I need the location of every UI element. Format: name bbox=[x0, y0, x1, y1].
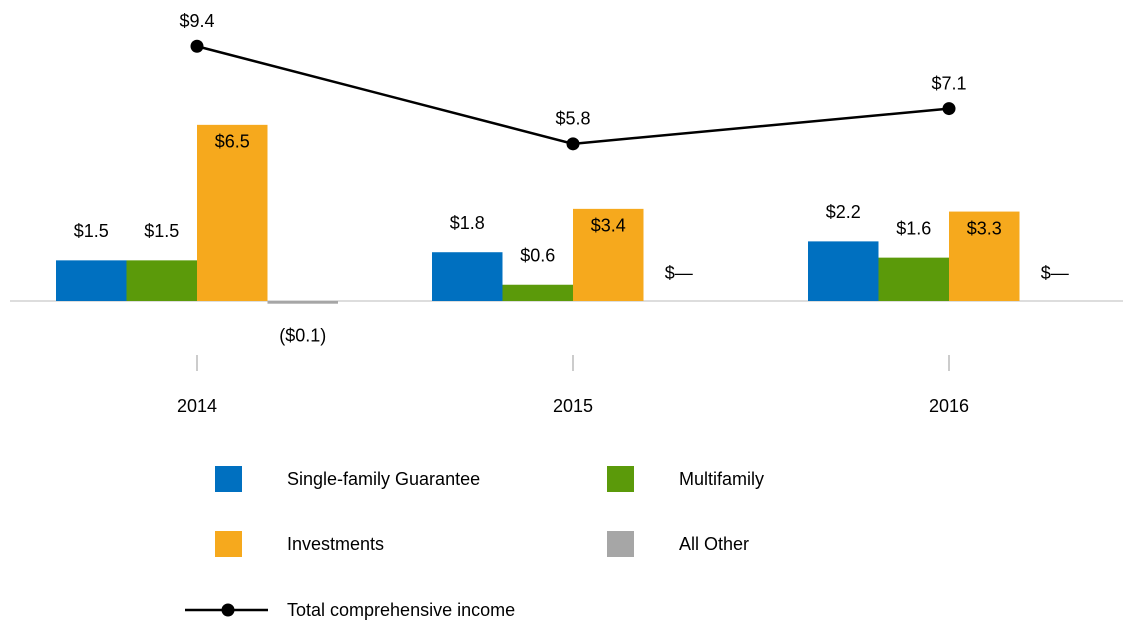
data-label: $7.1 bbox=[931, 73, 966, 93]
bar bbox=[878, 257, 949, 301]
line-point bbox=[566, 137, 580, 151]
x-tick-label: 2015 bbox=[553, 396, 593, 416]
data-label: $9.4 bbox=[179, 11, 214, 31]
legend-swatch bbox=[215, 531, 242, 557]
data-label: $6.5 bbox=[215, 132, 250, 152]
data-label: $1.6 bbox=[896, 218, 931, 238]
data-label: $1.8 bbox=[450, 213, 485, 233]
bar bbox=[502, 284, 573, 301]
line bbox=[196, 45, 950, 146]
data-label: $0.6 bbox=[520, 245, 555, 265]
legend-label: Total comprehensive income bbox=[287, 600, 515, 620]
legend-marker bbox=[221, 603, 235, 617]
bar bbox=[573, 208, 644, 301]
data-label: $1.5 bbox=[144, 221, 179, 241]
data-label: ($0.1) bbox=[279, 325, 326, 345]
legend-label: Single-family Guarantee bbox=[287, 469, 480, 489]
bar bbox=[197, 124, 268, 301]
legend-swatch bbox=[607, 466, 634, 492]
x-tick-label: 2014 bbox=[177, 396, 217, 416]
data-label: $3.4 bbox=[591, 216, 626, 236]
data-label: $2.2 bbox=[826, 202, 861, 222]
data-label: $— bbox=[1041, 263, 1069, 283]
x-tick-label: 2016 bbox=[929, 396, 969, 416]
bar bbox=[56, 260, 127, 301]
legend-label: Investments bbox=[287, 534, 384, 554]
bar bbox=[126, 260, 197, 301]
line-point bbox=[942, 102, 956, 116]
bar bbox=[949, 211, 1020, 301]
bar bbox=[267, 301, 338, 304]
legend-swatch bbox=[215, 466, 242, 492]
data-label: $5.8 bbox=[555, 109, 590, 129]
legend-swatch bbox=[607, 531, 634, 557]
legend-label: Multifamily bbox=[679, 469, 764, 489]
bar bbox=[808, 241, 879, 301]
data-label: $1.5 bbox=[74, 221, 109, 241]
line-point bbox=[190, 39, 204, 53]
bar bbox=[432, 252, 503, 301]
data-label: $— bbox=[665, 263, 693, 283]
legend-label: All Other bbox=[679, 534, 749, 554]
data-label: $3.3 bbox=[967, 218, 1002, 238]
